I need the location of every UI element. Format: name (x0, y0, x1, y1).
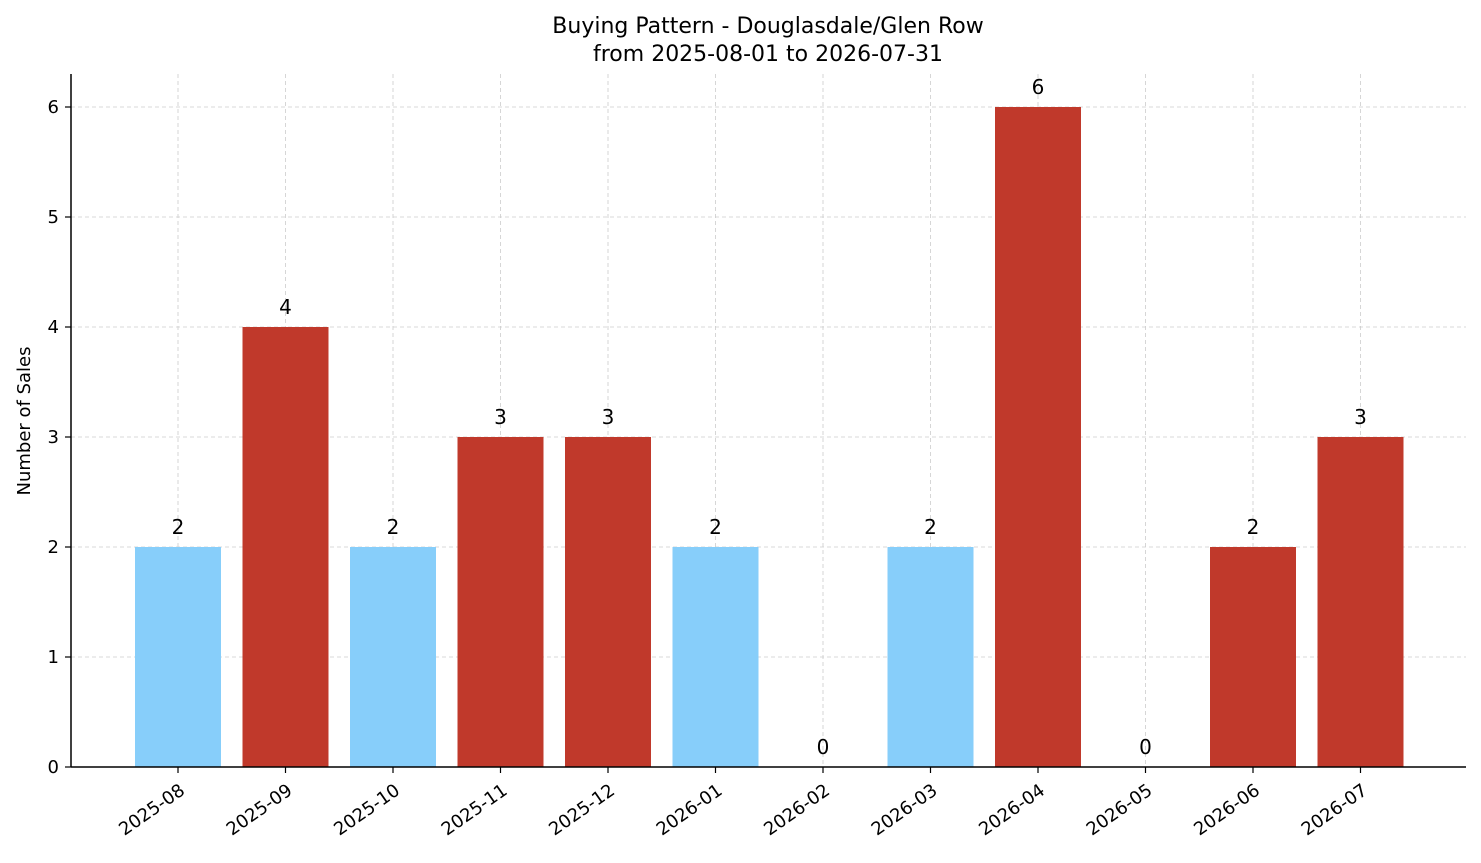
bar-value-label: 2 (709, 515, 722, 539)
x-tick-label: 2026-01 (653, 780, 727, 840)
bar-value-label: 3 (602, 405, 615, 429)
x-tick-label: 2026-04 (975, 780, 1049, 840)
bar-value-label: 2 (172, 515, 185, 539)
y-tick-label: 5 (48, 207, 59, 228)
bar-value-label: 0 (1139, 735, 1152, 759)
bar-value-label: 2 (1247, 515, 1260, 539)
x-tick-label: 2025-09 (223, 780, 297, 840)
y-tick-label: 2 (48, 537, 59, 558)
bar-value-label: 4 (279, 295, 292, 319)
chart-title-line1: Buying Pattern - Douglasdale/Glen Row (552, 14, 983, 39)
bar (457, 437, 544, 767)
x-tick-label: 2026-02 (760, 780, 834, 840)
x-tick-label: 2025-12 (545, 780, 619, 840)
chart-title-line2: from 2025-08-01 to 2026-07-31 (593, 42, 943, 67)
x-tick-label: 2026-06 (1190, 780, 1264, 840)
y-axis-label: Number of Sales (14, 346, 35, 495)
bar (565, 437, 651, 767)
bar-value-label: 3 (494, 405, 507, 429)
x-tick-label: 2026-03 (868, 780, 942, 840)
x-tick-label: 2025-08 (115, 780, 189, 840)
bar (135, 547, 221, 767)
bar-value-label: 0 (817, 735, 830, 759)
y-tick-label: 4 (48, 317, 59, 338)
x-tick-label: 2026-05 (1083, 780, 1157, 840)
bar (242, 327, 329, 767)
x-tick-label: 2025-10 (330, 780, 404, 840)
bar (672, 547, 759, 767)
bar (995, 107, 1081, 767)
y-tick-label: 6 (48, 97, 59, 118)
y-tick-label: 0 (48, 757, 59, 778)
bar (887, 547, 974, 767)
x-tick-label: 2025-11 (438, 780, 512, 840)
bar-value-label: 6 (1032, 75, 1045, 99)
bar (350, 547, 436, 767)
bar-value-label: 2 (924, 515, 937, 539)
x-tick-label: 2026-07 (1298, 780, 1372, 840)
bars: 2 4 2 3 3 2 0 2 6 0 2 3 (135, 75, 1404, 767)
bar (1317, 437, 1404, 767)
bar-value-label: 2 (387, 515, 400, 539)
bar (1210, 547, 1296, 767)
bar-value-label: 3 (1354, 405, 1367, 429)
y-tick-label: 1 (48, 647, 59, 668)
y-tick-label: 3 (48, 427, 59, 448)
